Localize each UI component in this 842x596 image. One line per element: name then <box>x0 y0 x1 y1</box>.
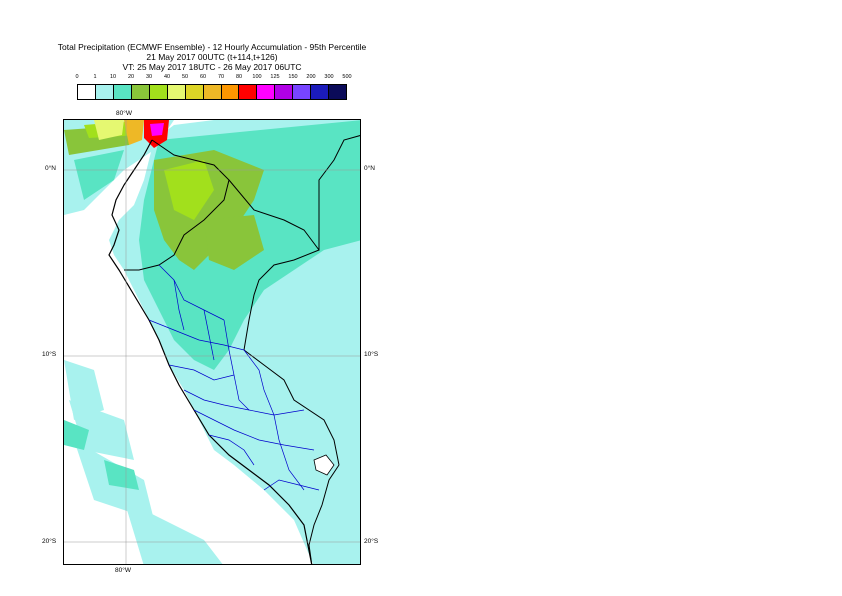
admin-line-7 <box>223 319 250 411</box>
ocean-precip-south-5 <box>104 460 139 490</box>
admin-line-2 <box>148 319 245 351</box>
legend-tick-label: 100 <box>252 74 262 80</box>
legend-swatch <box>257 85 276 99</box>
precip-orange-ring <box>124 120 144 145</box>
lat-label-10-left: 10°S <box>42 351 57 358</box>
legend-tick-label: 500 <box>342 74 352 80</box>
border-brazil-peru <box>243 349 340 466</box>
legend-tick-label: 10 <box>109 74 117 80</box>
legend-swatch <box>221 85 240 99</box>
title-line-3: VT: 25 May 2017 18UTC - 26 May 2017 06UT… <box>122 62 302 72</box>
ocean-precip-south-6 <box>64 420 89 450</box>
title-line-1: Total Precipitation (ECMWF Ensemble) - 1… <box>57 42 367 52</box>
legend-ticks: 0 1 10 20 30 40 50 60 70 80 100 125 150 200 300 500 <box>75 74 351 83</box>
legend-tick-label: 1 <box>93 74 97 80</box>
admin-line-3 <box>168 364 235 381</box>
ocean-precip-streak-1 <box>74 150 124 200</box>
border-ecuador-peru <box>124 139 230 271</box>
lat-label-0-left: 0°N <box>45 165 56 172</box>
lon-label-bottom: 80°W <box>115 567 131 574</box>
legend-swatch <box>95 85 114 99</box>
legend-swatch <box>275 85 294 99</box>
lon-label-top: 80°W <box>116 110 132 117</box>
precip-magenta-core <box>150 123 164 136</box>
legend-tick-label: 20 <box>127 74 135 80</box>
legend-swatch <box>185 85 204 99</box>
map-panel <box>63 119 361 565</box>
legend-tick-label: 70 <box>217 74 225 80</box>
admin-line-9 <box>243 349 275 416</box>
legend-tick-label: 40 <box>163 74 171 80</box>
admin-line-8 <box>273 414 305 491</box>
legend-swatch <box>239 85 258 99</box>
border-bolivia-peru <box>308 464 340 564</box>
legend-tick-label: 60 <box>199 74 207 80</box>
legend-tick-label: 30 <box>145 74 153 80</box>
admin-line-10 <box>173 279 185 331</box>
lat-label-20-left: 20°S <box>42 538 57 545</box>
legend-tick-label: 150 <box>288 74 298 80</box>
admin-line-6 <box>208 434 255 466</box>
legend-swatch <box>131 85 150 99</box>
legend-tick-label: 200 <box>306 74 316 80</box>
precip-lightyellow <box>94 120 124 140</box>
admin-line-4 <box>183 389 305 416</box>
legend-tick-label: 80 <box>235 74 243 80</box>
legend-tick-label: 300 <box>324 74 334 80</box>
legend-swatch <box>311 85 330 99</box>
title-line-2: 21 May 2017 00UTC (t+114,t+126) <box>146 52 278 62</box>
legend-swatch <box>203 85 222 99</box>
border-brazil-colombia <box>318 135 360 250</box>
ocean-precip-south-4 <box>124 500 223 564</box>
legend-tick-label: 50 <box>181 74 189 80</box>
legend-tick-label: 0 <box>75 74 79 80</box>
lake-titicaca <box>313 454 335 476</box>
legend-swatch <box>293 85 312 99</box>
admin-line-11 <box>203 309 215 361</box>
border-colombia-peru <box>228 179 320 351</box>
precip-green-patch <box>204 215 264 270</box>
lat-label-20-right: 20°S <box>364 538 379 545</box>
lat-label-0-right: 0°N <box>364 165 375 172</box>
precipitation-map <box>64 120 360 564</box>
map-title: Total Precipitation (ECMWF Ensemble) - 1… <box>0 42 424 72</box>
admin-line-1 <box>158 264 225 321</box>
legend-swatch <box>149 85 168 99</box>
lat-label-10-right: 10°S <box>364 351 379 358</box>
color-legend: 0 1 10 20 30 40 50 60 70 80 100 125 150 200 300 500 <box>75 74 352 102</box>
legend-tick-label: 125 <box>270 74 280 80</box>
legend-swatch <box>78 85 96 99</box>
legend-swatch <box>113 85 132 99</box>
admin-line-5 <box>193 409 315 451</box>
admin-line-12 <box>263 479 320 491</box>
precip-yellow-core <box>164 160 214 220</box>
legend-bar <box>77 84 347 100</box>
legend-swatch <box>167 85 186 99</box>
legend-swatch <box>329 85 347 99</box>
